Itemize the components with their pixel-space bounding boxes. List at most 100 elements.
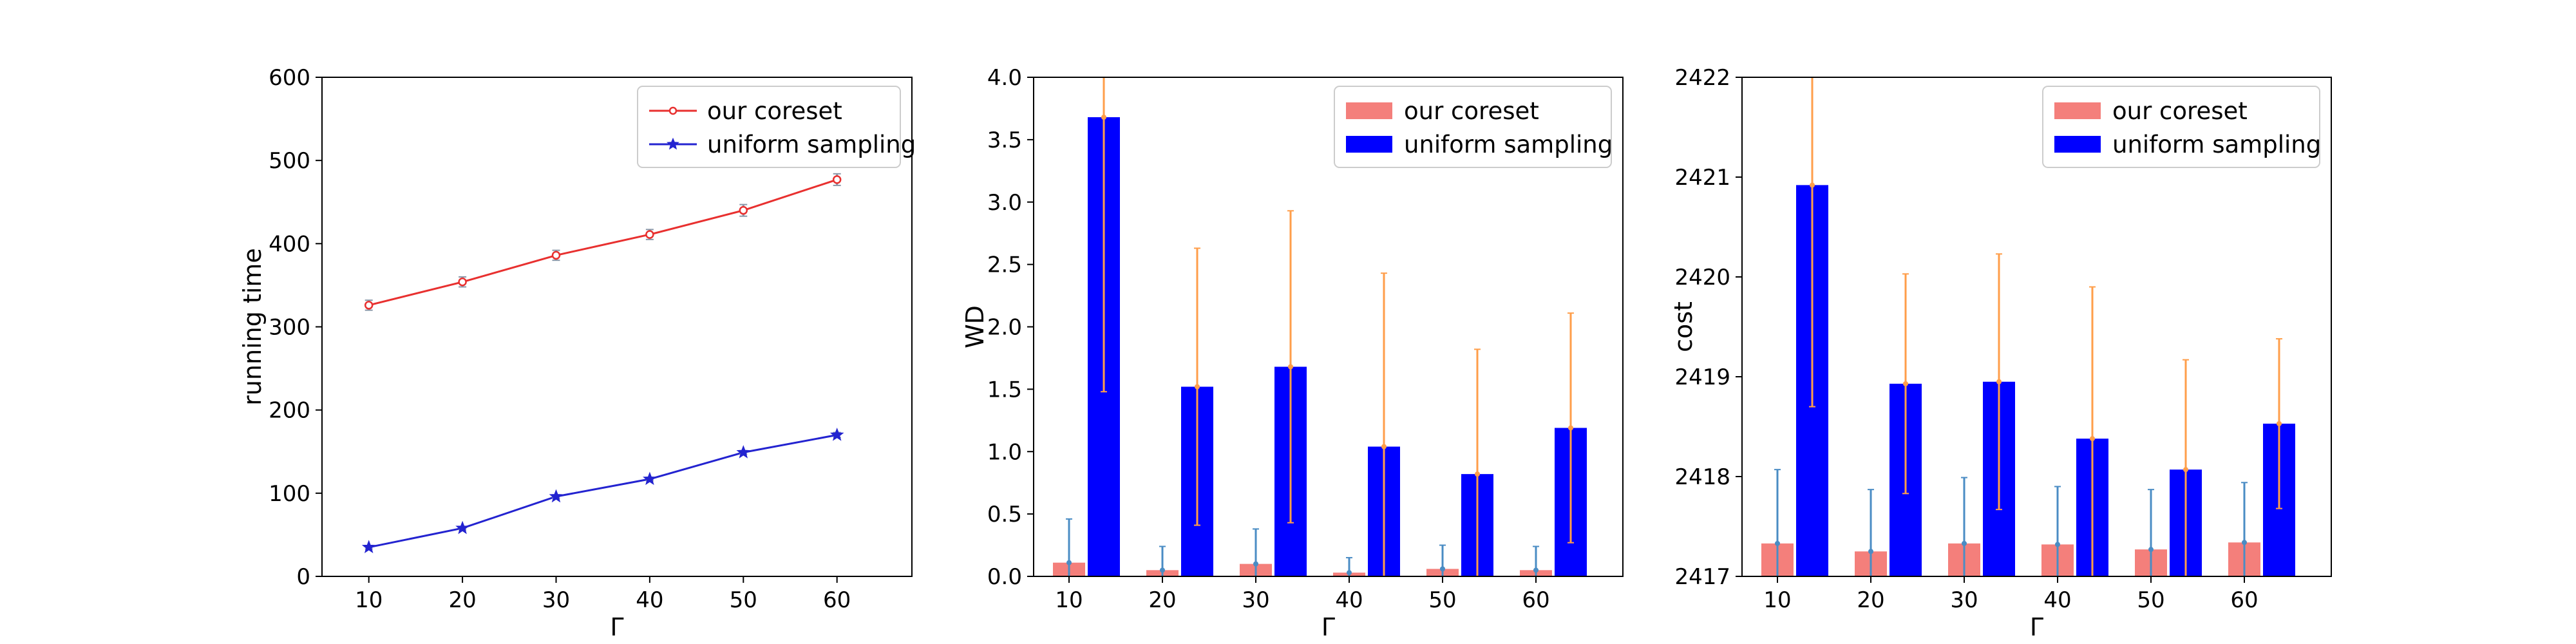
y-tick-label: 3.0 — [987, 190, 1022, 216]
y-tick-label: 200 — [269, 398, 310, 424]
x-axis-title: Γ — [1321, 613, 1335, 641]
series-line — [368, 178, 838, 307]
data-point — [645, 230, 654, 239]
mean-marker — [1962, 540, 1967, 546]
wd-chart: 0.0 0.5 1.0 1.5 2.0 2.5 3.0 3.5 4.0 10 20 30 40 50 60 Γ… — [961, 65, 1624, 641]
y-tick-label: 400 — [269, 231, 310, 257]
mean-marker — [1101, 115, 1106, 120]
axes-frame — [321, 77, 913, 577]
mean-marker — [1903, 381, 1908, 386]
mean-marker — [1066, 560, 1072, 565]
x-tick-label: 60 — [1522, 587, 1549, 613]
x-tick-label: 20 — [1148, 587, 1176, 613]
x-axis-title: Γ — [610, 613, 623, 641]
y-tick-label: 3.5 — [987, 128, 1022, 153]
legend-marker — [668, 106, 677, 115]
mean-marker — [1195, 384, 1200, 390]
mean-marker — [2277, 421, 2282, 426]
series-our-coreset — [1761, 469, 2260, 577]
data-point — [361, 540, 376, 554]
legend-label: uniform sampling — [1404, 131, 1613, 158]
y-axis-title: cost — [1669, 301, 1698, 352]
x-tick-label: 40 — [2043, 587, 2071, 613]
x-tick-label: 40 — [636, 587, 663, 613]
data-point — [643, 471, 657, 486]
cost-chart: 2417 2418 2419 2420 2421 2422 10 20 30 40 50 60 Γcos… — [1669, 65, 2332, 641]
x-tick-label: 50 — [1428, 587, 1456, 613]
mean-marker — [1533, 567, 1539, 573]
data-point — [829, 427, 844, 441]
mean-marker — [2242, 540, 2247, 545]
y-axis-title: running time — [238, 248, 267, 406]
data-point — [458, 278, 467, 287]
series-uniform-sampling — [1796, 77, 2295, 577]
mean-marker — [1568, 425, 1573, 431]
data-point — [455, 520, 469, 535]
x-tick-label: 20 — [1857, 587, 1884, 613]
y-tick-label: 2420 — [1674, 265, 1730, 290]
series-our-coreset — [1053, 518, 1552, 577]
legend-label: uniform sampling — [2112, 131, 2321, 158]
y-tick-label: 500 — [269, 148, 310, 174]
y-tick-label: 300 — [269, 315, 310, 341]
x-tick-label: 30 — [1242, 587, 1269, 613]
x-tick-label: 30 — [542, 587, 570, 613]
y-tick-label: 2419 — [1674, 365, 1730, 390]
legend-label: our coreset — [1404, 97, 1539, 125]
x-tick-label: 10 — [1763, 587, 1791, 613]
x-tick-label: 50 — [730, 587, 757, 613]
legend-label: our coreset — [2112, 97, 2248, 125]
y-tick-label: 0.5 — [987, 502, 1022, 527]
mean-marker — [2148, 547, 2154, 553]
data-point — [832, 175, 842, 184]
mean-marker — [2090, 436, 2095, 442]
mean-marker — [1810, 182, 1815, 188]
mean-marker — [2183, 467, 2188, 473]
legend-label: uniform sampling — [707, 131, 916, 158]
mean-marker — [1381, 444, 1387, 450]
y-tick-label: 2.5 — [987, 252, 1022, 278]
y-tick-label: 2421 — [1674, 165, 1730, 191]
y-tick-label: 100 — [269, 481, 310, 507]
data-point — [736, 445, 751, 459]
y-tick-label: 2.0 — [987, 315, 1022, 341]
mean-marker — [1996, 379, 2002, 384]
data-point — [551, 251, 561, 260]
x-axis-title: Γ — [2030, 613, 2043, 641]
y-tick-label: 2418 — [1674, 464, 1730, 490]
mean-marker — [1868, 549, 1873, 554]
y-tick-label: 600 — [269, 65, 310, 91]
mean-marker — [1253, 561, 1258, 567]
y-tick-label: 1.5 — [987, 377, 1022, 402]
y-tick-label: 2417 — [1674, 564, 1730, 590]
mean-marker — [1475, 471, 1480, 477]
data-point — [364, 301, 374, 310]
mean-marker — [1347, 570, 1352, 576]
legend-box — [2042, 86, 2320, 168]
mean-marker — [1440, 566, 1445, 572]
series-line — [368, 433, 837, 549]
y-tick-label: 4.0 — [987, 65, 1022, 91]
series-uniform-sampling — [361, 427, 844, 554]
data-point — [549, 489, 564, 503]
x-tick-label: 10 — [355, 587, 383, 613]
axes-frame — [1033, 77, 1624, 577]
legend-marker — [667, 137, 679, 150]
x-tick-label: 60 — [823, 587, 851, 613]
axes-frame — [1741, 77, 2332, 577]
x-tick-label: 10 — [1055, 587, 1083, 613]
x-tick-label: 20 — [448, 587, 476, 613]
x-tick-label: 30 — [1950, 587, 1978, 613]
legend-box — [1334, 86, 1612, 168]
legend-swatch-uniform-sampling — [2054, 136, 2101, 153]
mean-marker — [1160, 567, 1165, 573]
legend-box — [637, 86, 901, 168]
y-tick-label: 1.0 — [987, 439, 1022, 465]
running-time-chart: 0 100 200 300 400 500 600 10 20 30 40 50 60 Γrunning … — [238, 65, 916, 641]
series-uniform-sampling — [1088, 77, 1587, 577]
mean-marker — [1288, 364, 1293, 370]
y-axis-title: WD — [961, 305, 989, 348]
mean-marker — [2055, 542, 2060, 547]
series-our-coreset — [364, 173, 842, 311]
